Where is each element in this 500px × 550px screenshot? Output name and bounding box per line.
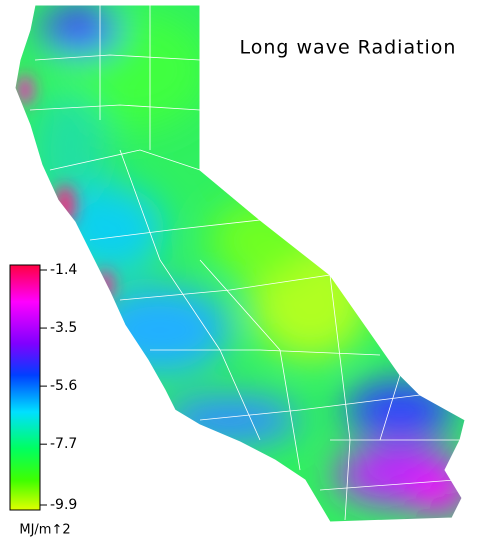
state-outline [14,4,466,523]
colorbar-unit: MJ/m↑2 [19,523,70,538]
colorbar [9,264,41,511]
colorbar-tick-label: -3.5 [50,320,77,336]
map-title: Long wave Radiation [240,37,457,59]
colorbar-tick-label: -1.4 [50,262,77,278]
colorbar-tick-label: -9.9 [50,497,77,513]
colorbar-tick-label: -5.6 [50,378,77,394]
colorbar-tick-label: -7.7 [50,436,77,452]
